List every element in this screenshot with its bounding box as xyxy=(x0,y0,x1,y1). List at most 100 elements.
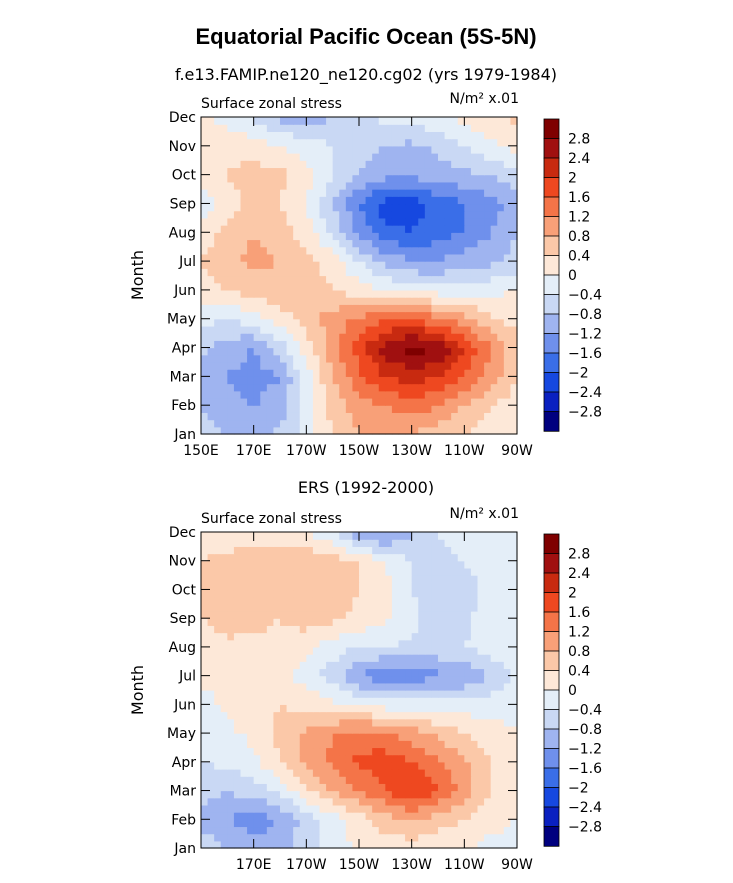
heatmap-cell xyxy=(385,131,393,140)
heatmap-cell xyxy=(464,725,472,734)
heatmap-cell xyxy=(326,376,334,385)
heatmap-cell xyxy=(418,369,426,377)
heatmap-cell xyxy=(431,333,439,341)
heatmap-cell xyxy=(385,747,393,756)
heatmap-cell xyxy=(451,690,459,698)
heatmap-cell xyxy=(240,174,248,183)
heatmap-cell xyxy=(464,289,472,298)
heatmap-cell xyxy=(405,232,413,241)
heatmap-cell xyxy=(477,560,485,569)
heatmap-cell xyxy=(312,539,321,547)
heatmap-cell xyxy=(365,661,373,670)
heatmap-cell xyxy=(438,754,446,763)
heatmap-cell xyxy=(286,412,294,421)
heatmap-cell xyxy=(332,560,340,569)
heatmap-cell xyxy=(273,625,281,634)
heatmap-cell xyxy=(286,603,294,612)
heatmap-cell xyxy=(253,397,261,406)
heatmap-cell xyxy=(418,153,426,161)
heatmap-cell xyxy=(227,340,235,349)
heatmap-cell xyxy=(260,131,268,140)
heatmap-cell xyxy=(359,618,367,626)
heatmap-cell xyxy=(326,289,334,298)
heatmap-cell xyxy=(286,318,294,327)
heatmap-cell xyxy=(451,589,459,598)
heatmap-cell xyxy=(280,145,288,154)
heatmap-cell xyxy=(365,718,373,727)
heatmap-cell xyxy=(227,361,235,370)
heatmap-cell xyxy=(490,804,498,813)
heatmap-cell xyxy=(411,718,419,727)
heatmap-cell xyxy=(424,812,433,820)
heatmap-cell xyxy=(359,261,367,269)
heatmap-cell xyxy=(405,769,413,777)
heatmap-cell xyxy=(293,181,301,190)
heatmap-cell xyxy=(312,196,321,205)
heatmap-cell xyxy=(497,210,505,219)
heatmap-cell xyxy=(405,225,413,233)
heatmap-cell xyxy=(438,369,446,377)
heatmap-cell xyxy=(424,246,433,255)
heatmap-cell xyxy=(391,160,400,169)
heatmap-cell xyxy=(411,124,419,132)
heatmap-cell xyxy=(378,711,386,720)
heatmap-cell xyxy=(286,697,294,705)
heatmap-cell xyxy=(253,405,261,413)
heatmap-cell xyxy=(260,575,268,583)
heatmap-cell xyxy=(464,153,472,161)
heatmap-cell xyxy=(391,546,400,555)
heatmap-cell xyxy=(227,333,235,341)
heatmap-cell xyxy=(233,532,242,540)
heatmap-cell xyxy=(319,539,327,547)
heatmap-cell xyxy=(510,833,518,842)
heatmap-cell xyxy=(484,733,492,741)
heatmap-cell xyxy=(503,390,512,399)
heatmap-cell xyxy=(405,325,413,334)
heatmap-cell xyxy=(365,675,373,684)
heatmap-cell xyxy=(385,390,393,399)
heatmap-cell xyxy=(497,153,505,161)
heatmap-cell xyxy=(490,718,498,727)
heatmap-cell xyxy=(293,567,301,576)
heatmap-cell xyxy=(464,804,472,813)
heatmap-cell xyxy=(240,153,248,161)
heatmap-cell xyxy=(385,397,393,406)
heatmap-cell xyxy=(220,304,228,313)
heatmap-cell xyxy=(233,560,242,569)
heatmap-cell xyxy=(398,546,406,555)
heatmap-cell xyxy=(398,354,406,363)
heatmap-cell xyxy=(319,826,327,835)
heatmap-cell xyxy=(247,769,255,777)
heatmap-cell xyxy=(286,138,294,147)
heatmap-cell xyxy=(391,812,400,820)
heatmap-cell xyxy=(240,282,248,291)
heatmap-cell xyxy=(339,718,347,727)
heatmap-cell xyxy=(253,145,261,154)
heatmap-cell xyxy=(431,733,439,741)
heatmap-cell xyxy=(497,397,505,406)
heatmap-cell xyxy=(503,354,512,363)
heatmap-cell xyxy=(240,138,248,147)
heatmap-cell xyxy=(220,646,228,655)
heatmap-cell xyxy=(253,354,261,363)
heatmap-cell xyxy=(306,532,314,540)
heatmap-cell xyxy=(214,553,222,562)
heatmap-cell xyxy=(207,704,215,713)
heatmap-cell xyxy=(457,210,465,219)
heatmap-cell xyxy=(464,304,472,313)
heatmap-cell xyxy=(339,575,347,583)
heatmap-cell xyxy=(411,196,419,205)
heatmap-cell xyxy=(299,217,307,226)
heatmap-cell xyxy=(365,819,373,828)
heatmap-cell xyxy=(273,639,281,648)
heatmap-cell xyxy=(411,225,419,233)
heatmap-cell xyxy=(484,397,492,406)
heatmap-cell xyxy=(438,117,446,125)
heatmap-cell xyxy=(266,733,275,741)
heatmap-cell xyxy=(359,826,367,835)
colorbar-label: 0.4 xyxy=(568,664,590,680)
heatmap-cell xyxy=(484,783,492,792)
heatmap-cell xyxy=(201,632,209,641)
heatmap-cell xyxy=(306,646,314,655)
heatmap-cell xyxy=(418,405,426,413)
